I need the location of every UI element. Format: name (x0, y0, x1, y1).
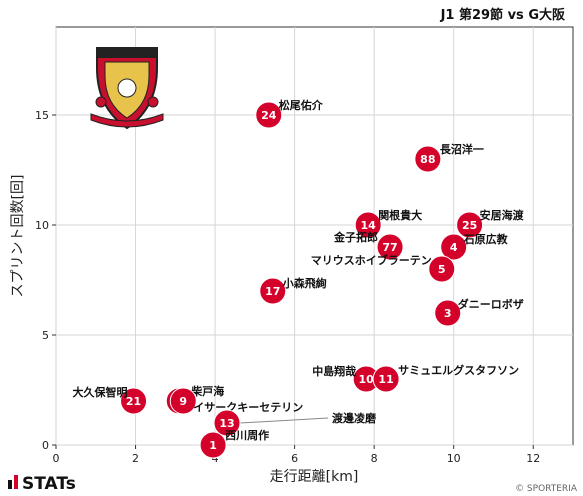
club-crest-icon (90, 47, 164, 130)
x-tick-label: 2 (132, 452, 139, 465)
point-number: 24 (261, 109, 277, 122)
point-number: 77 (382, 241, 397, 254)
point-label: イサークキーセテリン (193, 401, 303, 414)
point-marker (440, 233, 468, 261)
point-marker (376, 233, 404, 261)
copyright-text: © SPORTERIA (515, 484, 578, 494)
point-label: 金子拓郎 (333, 230, 378, 244)
point-label: ダニーロボザ (458, 297, 524, 311)
bar-chart-icon (8, 475, 18, 489)
point-number: 10 (359, 373, 375, 386)
point-label: 長沼洋一 (440, 142, 484, 156)
point-marker (255, 101, 283, 129)
point-label: 松尾佑介 (279, 98, 324, 112)
data-point: 3 ダニーロボザ (434, 297, 524, 327)
y-axis-label: スプリント回数[回] (10, 175, 26, 298)
stats-brand: STATs (8, 474, 76, 494)
point-marker (434, 299, 462, 327)
x-tick-label: 8 (371, 452, 378, 465)
point-number: 5 (438, 263, 446, 276)
point-label: マリウスホイブラーテン (311, 253, 432, 267)
point-number: 1 (209, 439, 217, 452)
point-label: 西川周作 (225, 428, 269, 442)
point-label: 石原広教 (463, 232, 509, 246)
point-number: 88 (420, 153, 435, 166)
point-marker (259, 277, 287, 305)
point-label: サミュエルグスタフソン (398, 363, 519, 377)
y-tick-label: 10 (35, 219, 49, 232)
x-tick-label: 4 (212, 452, 219, 465)
point-label: 関根貴大 (378, 208, 422, 222)
point-number: 13 (219, 417, 234, 430)
y-tick-label: 0 (42, 439, 49, 452)
brand-label: STATs (22, 474, 76, 494)
point-number: 17 (265, 285, 280, 298)
label-leader-line (239, 417, 329, 424)
point-marker (354, 211, 382, 239)
point-label: 渡邊凌磨 (332, 411, 377, 425)
x-tick-label: 6 (291, 452, 298, 465)
point-marker (428, 255, 456, 283)
point-marker (169, 387, 197, 415)
point-marker (120, 387, 148, 415)
data-point: 1 西川周作 (199, 428, 269, 459)
point-label: 柴戸海 (190, 384, 224, 398)
point-number: 3 (444, 307, 452, 320)
y-tick-label: 5 (42, 329, 49, 342)
data-point: 9 イサークキーセテリン (169, 387, 303, 415)
point-label: 大久保智明 (73, 385, 128, 399)
x-tick-label: 12 (526, 452, 540, 465)
data-point: 4 石原広教 (440, 232, 509, 261)
data-point: 88 長沼洋一 (414, 142, 484, 173)
point-number: 11 (378, 373, 393, 386)
point-number: 4 (450, 241, 458, 254)
point-number: 25 (462, 219, 477, 232)
point-number: 14 (361, 219, 377, 232)
point-number: 9 (179, 395, 187, 408)
point-marker (414, 145, 442, 173)
data-point: 13 渡邊凌磨 (213, 409, 377, 437)
point-label: 安居海渡 (480, 208, 525, 222)
point-marker (372, 365, 400, 393)
point-number: 21 (126, 395, 141, 408)
point-marker (213, 409, 241, 437)
data-point: 77 金子拓郎 (333, 230, 404, 261)
data-point: 5 マリウスホイブラーテン (311, 253, 456, 283)
point-label: 小森飛絢 (282, 276, 327, 290)
x-tick-label: 0 (53, 452, 60, 465)
x-tick-label: 10 (447, 452, 461, 465)
point-label: 中島翔哉 (312, 364, 356, 378)
y-tick-label: 15 (35, 109, 49, 122)
point-marker (199, 431, 227, 459)
point-marker (456, 211, 484, 239)
data-point: 11 サミュエルグスタフソン (372, 363, 519, 393)
chart-title: J1 第29節 vs G大阪 (440, 7, 566, 23)
x-axis-label: 走行距離[km] (270, 468, 359, 485)
